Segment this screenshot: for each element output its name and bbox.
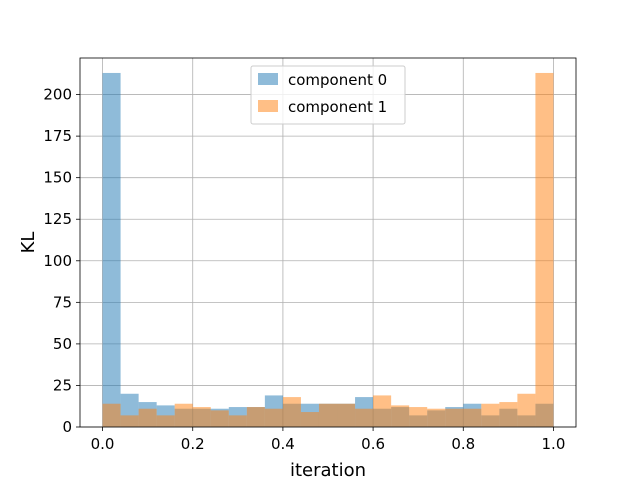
bar-component-1 (318, 403, 338, 427)
axis-ticks: 0.0 0.2 0.4 0.6 0.8 1.0 0 25 50 75 100 125 150 175 200 (43, 86, 565, 453)
bar-component-1 (535, 72, 554, 427)
x-tick-label: 0.6 (361, 435, 385, 453)
bar-component-1 (174, 403, 193, 427)
x-axis-label: iteration (290, 460, 366, 480)
bar-component-1 (264, 408, 283, 427)
legend: component 0 component 1 (250, 65, 406, 125)
bar-component-1 (156, 415, 175, 427)
y-axis-label: KL (18, 232, 39, 254)
bar-component-1 (228, 415, 247, 427)
plot-frame (79, 57, 577, 428)
legend-box (250, 65, 406, 125)
legend-label-component-0: component 0 (288, 71, 387, 89)
y-tick-label: 175 (43, 127, 72, 145)
bar-component-1 (391, 405, 410, 427)
y-tick-label: 200 (43, 86, 72, 104)
bar-component-1 (499, 402, 518, 427)
y-tick-label: 125 (43, 210, 72, 228)
bar-component-1 (210, 410, 229, 427)
bar-component-1 (120, 415, 139, 427)
y-tick-label: 25 (53, 376, 72, 394)
bar-component-1 (463, 408, 482, 427)
bar-component-1 (427, 408, 446, 427)
y-tick-label: 75 (53, 293, 72, 311)
legend-swatch-component-0 (258, 73, 278, 85)
histogram-bars (102, 72, 554, 427)
y-tick-label: 0 (62, 418, 72, 436)
x-tick-label: 0.0 (91, 435, 115, 453)
legend-swatch-component-1 (258, 100, 278, 112)
bar-component-1 (337, 403, 356, 427)
legend-label-component-1: component 1 (288, 98, 387, 116)
y-tick-label: 150 (43, 169, 72, 187)
bar-component-1 (138, 408, 157, 427)
bar-component-1 (300, 412, 319, 427)
x-tick-label: 1.0 (542, 435, 566, 453)
bar-component-1 (355, 408, 374, 427)
y-tick-label: 100 (43, 252, 72, 270)
bar-component-1 (517, 393, 536, 427)
bar-component-1 (282, 397, 301, 427)
bar-component-1 (102, 403, 121, 427)
bar-component-1 (445, 408, 464, 427)
x-tick-label: 0.4 (271, 435, 295, 453)
bar-component-1 (246, 407, 265, 427)
bar-component-1 (373, 395, 392, 427)
bar-component-1 (481, 403, 500, 427)
x-tick-label: 0.2 (181, 435, 205, 453)
y-tick-label: 50 (53, 335, 72, 353)
x-tick-label: 0.8 (451, 435, 475, 453)
bar-component-0 (102, 72, 121, 427)
bar-component-1 (409, 407, 428, 427)
bar-component-1 (192, 407, 211, 427)
